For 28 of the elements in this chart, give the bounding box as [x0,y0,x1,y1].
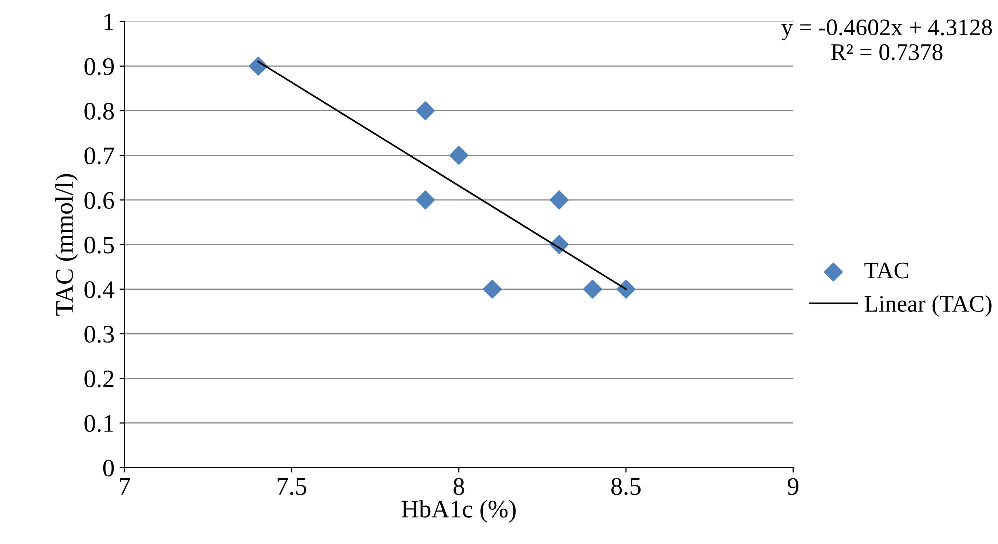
y-tick-label: 1 [104,14,114,30]
y-axis-title: TAC (mmol/l) [56,174,78,316]
point [616,280,636,299]
y-tick-label: 0.4 [84,281,115,298]
point [550,190,569,210]
y-tick-label: 0.1 [84,415,114,432]
x-tick-label: 8.5 [612,478,641,496]
x-tick-label: 8 [454,478,464,496]
point [450,146,469,166]
y-tick-label: 0.2 [84,370,114,388]
x-tick-label: 7 [120,478,130,495]
x-tick-label: 7.5 [278,478,307,496]
point [583,280,602,299]
y-tick-label: 0.3 [84,326,114,344]
x-tick-label: 9 [788,478,799,496]
y-tick-label: 0.5 [84,236,114,254]
legend-label: TAC [864,262,908,279]
x-axis-title: HbA1c (%) [402,500,516,523]
y-tick-label: 0.6 [84,192,114,210]
y-tick-label: 0.8 [84,103,114,120]
legend-label: Linear (TAC) [864,295,992,317]
y-tick-label: 0.7 [84,148,114,165]
point [483,280,502,299]
point [416,101,436,120]
y-tick-label: 0.9 [84,58,114,76]
y-tick-label: 0 [103,460,114,477]
annotation: y = -0.4602x + 4.3128 R² = 0.7378 [782,20,992,60]
point [416,190,436,210]
